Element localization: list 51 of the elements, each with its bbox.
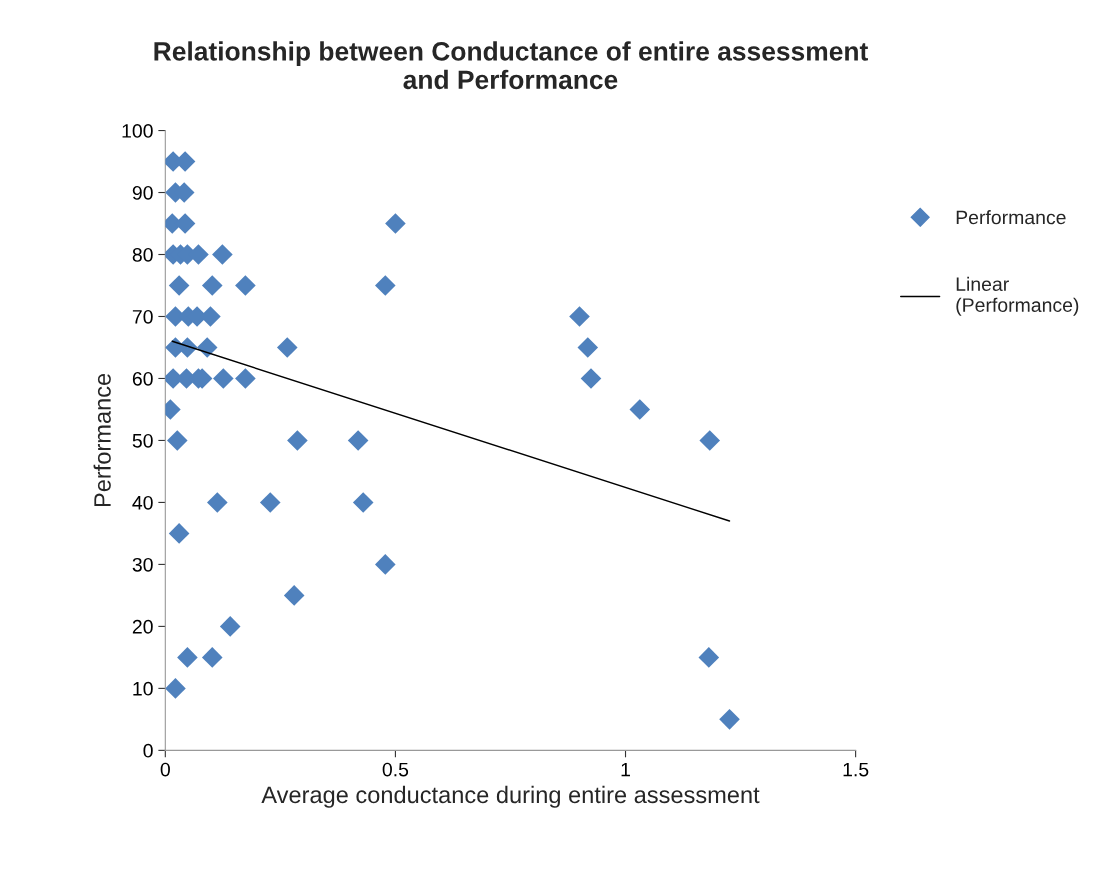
y-tick-label: 20 [132, 619, 153, 634]
point [168, 275, 190, 296]
y-tick-label: 100 [122, 124, 153, 138]
y-tick-label: 60 [132, 371, 153, 386]
point [629, 399, 651, 420]
y-tick-label: 0 [143, 743, 153, 758]
point [165, 678, 186, 699]
point [699, 430, 721, 451]
x-tick-label: 0.5 [382, 762, 409, 777]
point [719, 709, 740, 730]
chart-title: Relationship between Conductance of entire assessment and Performance [154, 41, 868, 90]
point [196, 337, 218, 358]
point [200, 306, 221, 327]
legend-label: Performance [956, 210, 1066, 225]
point [569, 306, 590, 327]
point [166, 430, 188, 451]
point [201, 647, 223, 668]
point [580, 368, 602, 389]
x-tick-label: 1 [621, 762, 630, 777]
point [177, 647, 198, 668]
y-tick-label: 80 [132, 247, 153, 262]
point [235, 275, 256, 296]
x-tick-label: 1.5 [843, 762, 869, 777]
point [168, 523, 190, 544]
point [276, 337, 298, 358]
point [213, 368, 234, 389]
point [374, 275, 396, 296]
point [207, 492, 228, 513]
point [259, 492, 281, 513]
point [212, 244, 233, 265]
y-tick-label: 50 [132, 433, 153, 448]
point [577, 337, 599, 358]
legend-label: Linear (Performance) [956, 276, 1079, 316]
x-axis-title: Average conductance during entire assessment [261, 785, 760, 808]
point [219, 616, 241, 637]
y-tick-label: 30 [132, 557, 153, 572]
point [283, 585, 305, 606]
y-tick-label: 40 [132, 495, 153, 510]
point [374, 554, 396, 575]
point [385, 213, 406, 234]
point [352, 492, 374, 513]
x-tick-label: 0 [160, 762, 170, 777]
point [235, 368, 256, 389]
point [347, 430, 369, 451]
point [698, 647, 720, 668]
y-tick-label: 10 [133, 681, 153, 696]
y-axis-title: Performance [93, 373, 111, 507]
y-tick-label: 70 [132, 309, 153, 324]
y-tick-label: 90 [132, 185, 153, 200]
point [201, 275, 223, 296]
point [287, 430, 308, 451]
